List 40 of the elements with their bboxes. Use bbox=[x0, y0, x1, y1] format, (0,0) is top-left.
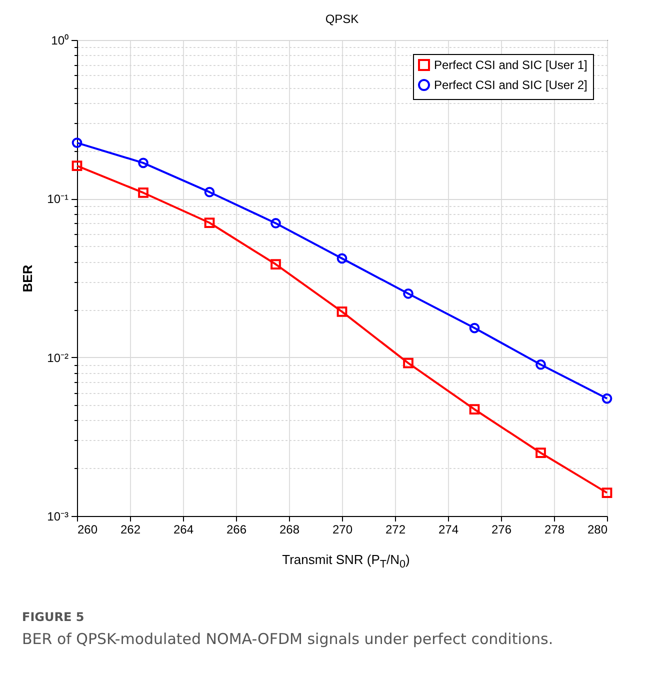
legend-label: Perfect CSI and SIC [User 1] bbox=[434, 58, 588, 72]
point bbox=[72, 160, 82, 172]
x-tick-label: 264 bbox=[173, 522, 194, 536]
text: BER of QPSK-modulated NOMA-OFDM signals under perfect conditions. bbox=[22, 629, 554, 650]
point bbox=[204, 186, 215, 198]
point bbox=[469, 322, 480, 334]
x-tick-label: 260 bbox=[78, 522, 98, 536]
y-tick-label: 10⁻³ bbox=[47, 510, 69, 524]
point bbox=[469, 404, 480, 415]
x-tick-label: 280 bbox=[587, 522, 608, 536]
caption: FIGURE 5 bbox=[22, 610, 86, 624]
point bbox=[403, 288, 414, 299]
point bbox=[138, 158, 148, 168]
point bbox=[336, 306, 348, 317]
point bbox=[336, 253, 348, 264]
point bbox=[204, 218, 215, 228]
point bbox=[138, 188, 148, 198]
y-tick-label: 10⁰ bbox=[51, 34, 68, 48]
point bbox=[403, 358, 414, 368]
x-axis-title: Transmit SNR (P$_{T}$/N$_{0}$) bbox=[281, 552, 411, 571]
y-axis-title: BER bbox=[20, 264, 36, 292]
y-tick-label: 10⁻¹ bbox=[47, 192, 69, 206]
x-tick-label: 274 bbox=[438, 522, 459, 536]
point bbox=[72, 138, 82, 148]
point bbox=[270, 218, 281, 228]
y-tick-label: 10⁻² bbox=[47, 350, 69, 365]
legend-label: Perfect CSI and SIC [User 2] bbox=[434, 78, 588, 92]
x-tick-label: 268 bbox=[279, 522, 300, 536]
point bbox=[536, 359, 546, 370]
x-tick-label: 276 bbox=[491, 522, 512, 536]
chart-title: QPSK bbox=[325, 12, 359, 26]
point bbox=[602, 488, 612, 498]
x-tick-label: 262 bbox=[120, 522, 141, 536]
point bbox=[602, 393, 612, 404]
x-tick-label: 272 bbox=[385, 522, 406, 536]
x-tick-label: 266 bbox=[226, 522, 247, 536]
x-tick-label: 278 bbox=[544, 522, 565, 536]
x-tick-label: 270 bbox=[332, 522, 353, 536]
point bbox=[536, 448, 546, 458]
point bbox=[270, 259, 281, 270]
